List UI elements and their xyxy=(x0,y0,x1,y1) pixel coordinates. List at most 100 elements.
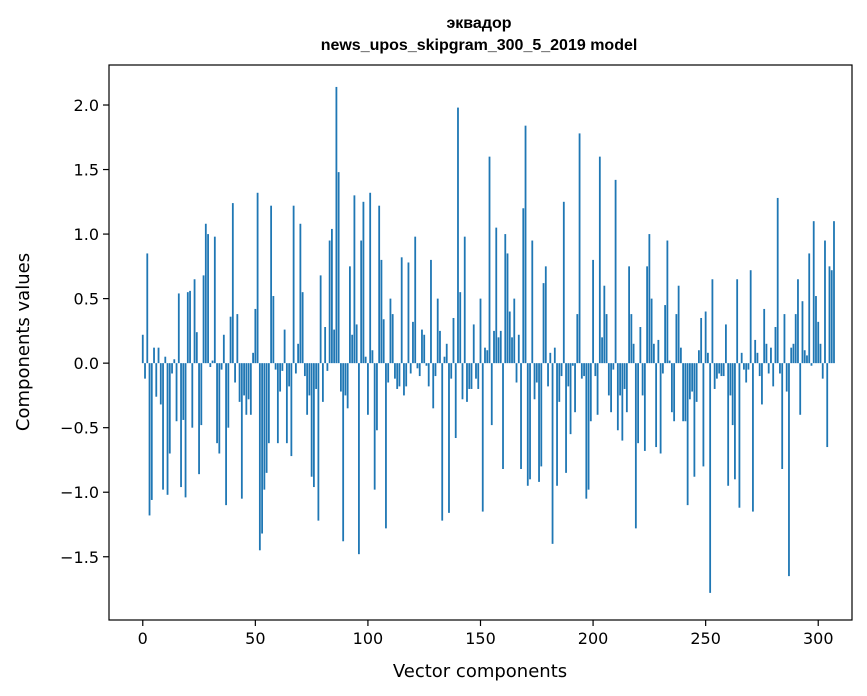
bar xyxy=(506,253,509,364)
bar xyxy=(441,363,444,521)
bar xyxy=(439,330,441,364)
bar xyxy=(749,270,752,364)
bar xyxy=(430,259,432,364)
bar xyxy=(589,363,592,422)
bar xyxy=(578,133,581,364)
bar xyxy=(761,363,763,405)
bar xyxy=(249,363,252,415)
bar xyxy=(664,305,667,364)
bar xyxy=(666,240,669,364)
bar xyxy=(285,363,288,444)
y-axis: −1.5 −1.0 −0.5 0.0 0.5 1.0 1.5 2.0 xyxy=(60,96,109,567)
bar xyxy=(639,327,642,364)
bar xyxy=(580,363,583,379)
bar xyxy=(833,221,835,364)
bar xyxy=(344,363,347,396)
bar xyxy=(324,327,327,364)
bar xyxy=(594,363,597,377)
bar xyxy=(497,337,500,364)
bar xyxy=(382,319,385,364)
y-tick-label: 0.5 xyxy=(74,290,99,309)
y-tick-label: 2.0 xyxy=(74,96,99,115)
bar xyxy=(794,314,797,364)
x-tick-label: 150 xyxy=(465,629,496,648)
bar xyxy=(655,363,658,448)
bar xyxy=(569,363,572,435)
bar xyxy=(517,334,520,364)
bar xyxy=(333,329,336,364)
bar xyxy=(416,363,419,369)
bar xyxy=(659,363,662,454)
bar xyxy=(495,227,498,364)
bar xyxy=(376,363,378,431)
bar xyxy=(310,363,313,477)
bar xyxy=(502,363,504,469)
bar xyxy=(457,107,459,364)
bar xyxy=(752,363,754,512)
x-tick-label: 100 xyxy=(353,629,384,648)
y-tick-label: 0.0 xyxy=(74,354,99,373)
bar xyxy=(254,308,257,364)
bar xyxy=(173,359,176,364)
bar xyxy=(180,363,182,488)
bar xyxy=(281,363,284,371)
bar xyxy=(337,172,340,364)
bar xyxy=(234,363,236,383)
bar xyxy=(533,363,536,400)
bar xyxy=(202,275,205,364)
bar xyxy=(358,363,360,555)
bar xyxy=(292,205,295,364)
bar xyxy=(623,363,626,389)
bar xyxy=(362,201,365,364)
x-axis-label: Vector components xyxy=(393,661,567,682)
bar xyxy=(279,363,282,392)
bar xyxy=(587,363,590,490)
bar xyxy=(236,314,239,364)
bar xyxy=(508,311,511,364)
bar xyxy=(247,363,250,400)
bar xyxy=(396,363,399,389)
bar xyxy=(231,203,234,364)
bar xyxy=(772,363,775,387)
bar xyxy=(677,285,680,364)
bar xyxy=(571,363,574,366)
bar xyxy=(481,363,484,512)
bar xyxy=(774,327,777,364)
bar xyxy=(468,363,471,389)
bar xyxy=(267,363,270,444)
bar xyxy=(351,334,354,364)
bar xyxy=(797,279,799,364)
bar xyxy=(445,343,448,364)
bar xyxy=(560,363,563,377)
bar xyxy=(162,363,164,490)
bar xyxy=(403,363,405,396)
bar xyxy=(177,293,180,364)
bar xyxy=(342,363,345,542)
bar xyxy=(270,205,273,364)
bar xyxy=(258,363,261,551)
bar xyxy=(367,363,369,415)
bar xyxy=(387,363,390,383)
bar xyxy=(812,221,815,364)
bar xyxy=(707,352,709,364)
bar xyxy=(475,363,477,379)
y-axis-label: Components values xyxy=(13,253,34,431)
bar xyxy=(371,350,374,364)
bar xyxy=(806,355,808,364)
bar xyxy=(520,363,522,469)
bar xyxy=(488,156,491,364)
bar xyxy=(720,363,723,377)
bar xyxy=(824,240,826,364)
x-axis: 0 50 100 150 200 250 300 xyxy=(138,620,834,648)
bar xyxy=(556,363,558,486)
bar xyxy=(819,343,822,364)
bar xyxy=(418,363,421,377)
bar xyxy=(141,334,144,364)
bar xyxy=(155,363,158,397)
bar xyxy=(531,240,534,364)
bar xyxy=(400,257,403,364)
bar xyxy=(673,363,676,422)
bar xyxy=(360,240,363,364)
bar xyxy=(682,363,685,422)
